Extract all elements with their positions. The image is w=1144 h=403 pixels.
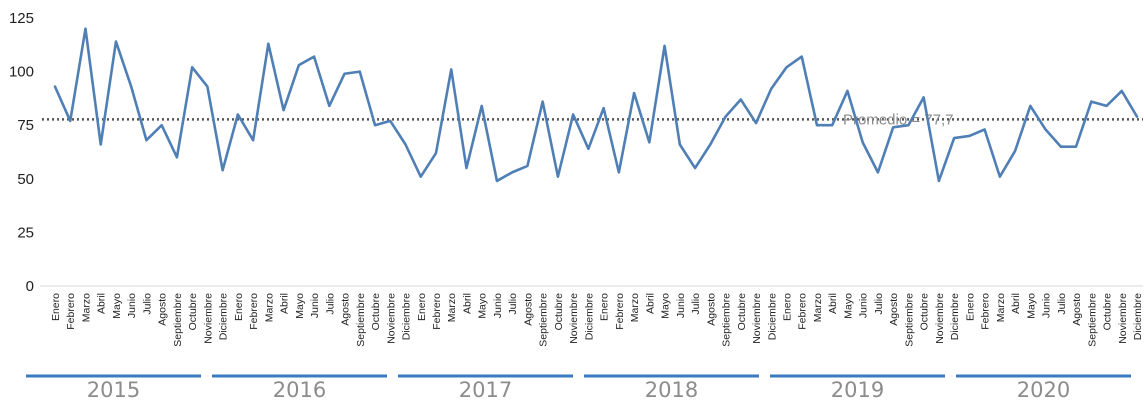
x-tick-label: Diciembre bbox=[401, 293, 413, 340]
x-tick-label: Noviembre bbox=[202, 293, 214, 344]
x-tick-label: Abril bbox=[1010, 293, 1022, 314]
x-tick-label: Marzo bbox=[446, 293, 458, 322]
x-tick-label: Abril bbox=[644, 293, 656, 314]
x-tick-label: Octubre bbox=[187, 293, 199, 331]
year-label: 2018 bbox=[645, 378, 698, 402]
series-lines bbox=[53, 27, 1139, 183]
x-tick-label: Julio bbox=[141, 293, 153, 315]
x-tick-label: Septiembre bbox=[538, 293, 550, 347]
x-tick-label: Junio bbox=[126, 293, 138, 318]
x-tick-label: Abril bbox=[827, 293, 839, 314]
x-tick-label: Enero bbox=[599, 293, 611, 321]
x-tick-label: Mayo bbox=[477, 293, 489, 319]
x-tick-label: Febrero bbox=[65, 293, 77, 330]
y-axis: 0 25 50 75 100 125 bbox=[9, 10, 1143, 295]
x-tick-label: Diciembre bbox=[583, 293, 595, 340]
x-tick-label: Agosto bbox=[888, 293, 900, 326]
x-tick-label: Marzo bbox=[80, 293, 92, 322]
y-tick-label: 125 bbox=[9, 10, 34, 27]
x-tick-label: Enero bbox=[233, 293, 245, 321]
x-tick-label: Abril bbox=[96, 293, 108, 314]
x-tick-label: Enero bbox=[781, 293, 793, 321]
x-tick-label: Febrero bbox=[431, 293, 443, 330]
x-tick-label: Agosto bbox=[1071, 293, 1083, 326]
x-tick-label: Septiembre bbox=[721, 293, 733, 347]
y-tick-label: 75 bbox=[17, 117, 34, 134]
x-tick-label: Octubre bbox=[736, 293, 748, 331]
year-label: 2019 bbox=[831, 378, 884, 402]
x-tick-label: Mayo bbox=[842, 293, 854, 319]
x-tick-label: Marzo bbox=[629, 293, 641, 322]
x-axis-month-labels: Enero Febrero Marzo Abril Mayo Junio Julio Agos… bbox=[50, 293, 1144, 347]
x-tick-label: Febrero bbox=[614, 293, 626, 330]
x-tick-label: Noviembre bbox=[934, 293, 946, 344]
x-tick-label: Mayo bbox=[111, 293, 123, 319]
x-tick-label: Diciembre bbox=[1132, 293, 1144, 340]
y-tick-label: 100 bbox=[9, 64, 34, 81]
x-tick-label: Septiembre bbox=[355, 293, 367, 347]
x-tick-label: Junio bbox=[492, 293, 504, 318]
x-tick-label: Octubre bbox=[1102, 293, 1114, 331]
average-reference: Promedio = 77,7 bbox=[42, 111, 1143, 128]
x-tick-label: Diciembre bbox=[766, 293, 778, 340]
x-tick-label: Abril bbox=[279, 293, 291, 314]
x-tick-label: Julio bbox=[873, 293, 885, 315]
x-tick-label: Julio bbox=[690, 293, 702, 315]
x-tick-label: Octubre bbox=[370, 293, 382, 331]
x-tick-label: Febrero bbox=[248, 293, 260, 330]
x-tick-label: Septiembre bbox=[172, 293, 184, 347]
series-line bbox=[53, 27, 1139, 183]
y-tick-label: 25 bbox=[17, 224, 34, 241]
x-tick-label: Enero bbox=[50, 293, 62, 321]
x-tick-label: Junio bbox=[309, 293, 321, 318]
x-tick-label: Marzo bbox=[995, 293, 1007, 322]
x-tick-label: Noviembre bbox=[385, 293, 397, 344]
year-axis: 2015 2016 2017 2018 2019 2020 bbox=[26, 374, 1131, 402]
x-tick-label: Diciembre bbox=[218, 293, 230, 340]
x-tick-label: Agosto bbox=[340, 293, 352, 326]
x-tick-label: Agosto bbox=[157, 293, 169, 326]
y-tick-label: 50 bbox=[17, 171, 34, 188]
x-tick-label: Noviembre bbox=[751, 293, 763, 344]
x-tick-label: Julio bbox=[324, 293, 336, 315]
x-tick-label: Noviembre bbox=[1117, 293, 1129, 344]
x-tick-label: Febrero bbox=[980, 293, 992, 330]
x-tick-label: Mayo bbox=[1025, 293, 1037, 319]
x-tick-label: Marzo bbox=[812, 293, 824, 322]
x-tick-label: Junio bbox=[675, 293, 687, 318]
x-tick-label: Mayo bbox=[294, 293, 306, 319]
y-tick-label: 0 bbox=[26, 278, 34, 295]
x-tick-label: Septiembre bbox=[903, 293, 915, 347]
x-tick-label: Octubre bbox=[919, 293, 931, 331]
x-tick-label: Agosto bbox=[705, 293, 717, 326]
x-tick-label: Septiembre bbox=[1086, 293, 1098, 347]
x-tick-label: Abril bbox=[461, 293, 473, 314]
x-tick-label: Octubre bbox=[553, 293, 565, 331]
x-tick-label: Diciembre bbox=[949, 293, 961, 340]
year-label: 2016 bbox=[273, 378, 326, 402]
x-tick-label: Julio bbox=[507, 293, 519, 315]
year-label: 2015 bbox=[87, 378, 140, 402]
year-label: 2020 bbox=[1017, 378, 1070, 402]
x-tick-label: Junio bbox=[1041, 293, 1053, 318]
x-tick-label: Julio bbox=[1056, 293, 1068, 315]
x-tick-label: Mayo bbox=[660, 293, 672, 319]
x-tick-label: Enero bbox=[964, 293, 976, 321]
x-tick-label: Noviembre bbox=[568, 293, 580, 344]
x-tick-label: Enero bbox=[416, 293, 428, 321]
year-label: 2017 bbox=[459, 378, 512, 402]
x-tick-label: Marzo bbox=[263, 293, 275, 322]
x-tick-label: Agosto bbox=[522, 293, 534, 326]
x-tick-label: Febrero bbox=[797, 293, 809, 330]
x-tick-label: Junio bbox=[858, 293, 870, 318]
